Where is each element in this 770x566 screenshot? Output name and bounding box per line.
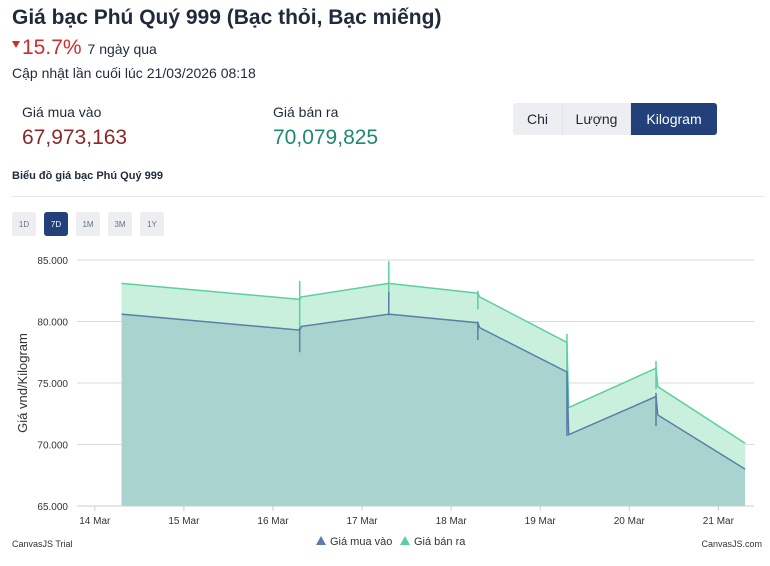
x-tick-label: 19 Mar <box>525 516 557 527</box>
range-button-1d[interactable]: 1D <box>12 212 36 236</box>
buy-price-block: Giá mua vào 67,973,163 <box>22 104 127 150</box>
x-tick-label: 18 Mar <box>436 516 468 527</box>
y-tick-label: 70.000 <box>37 441 68 452</box>
y-tick-label: 75.000 <box>37 379 68 390</box>
divider <box>12 196 764 197</box>
unit-tab-chi[interactable]: Chi <box>513 103 563 135</box>
x-tick-label: 14 Mar <box>79 516 111 527</box>
sell-price-block: Giá bán ra 70,079,825 <box>273 104 378 150</box>
x-tick-label: 16 Mar <box>257 516 289 527</box>
x-tick-label: 20 Mar <box>614 516 646 527</box>
range-button-1y[interactable]: 1Y <box>140 212 164 236</box>
range-button-3m[interactable]: 3M <box>108 212 132 236</box>
page-title: Giá bạc Phú Quý 999 (Bạc thỏi, Bạc miếng… <box>12 6 442 29</box>
legend-item-label: Giá mua vào <box>330 536 392 548</box>
change-row: 15.7% 7 ngày qua <box>12 36 157 60</box>
legend-marker-icon <box>400 536 410 545</box>
x-tick-label: 21 Mar <box>703 516 735 527</box>
sell-price-value: 70,079,825 <box>273 126 379 149</box>
chart-heading: Biểu đồ giá bạc Phú Quý 999 <box>12 170 163 182</box>
chart-legend: Giá mua vào Giá bán ra <box>316 536 466 548</box>
canvasjs-trial-label: CanvasJS Trial <box>12 539 73 549</box>
range-buttons: 1D 7D 1M 3M 1Y <box>12 212 172 236</box>
unit-tabs: Chi Lượng Kilogram <box>513 103 717 135</box>
last-updated-time: 21/03/2026 08:18 <box>146 65 256 81</box>
y-tick-label: 80.000 <box>37 318 68 329</box>
unit-tab-luong[interactable]: Lượng <box>563 103 631 135</box>
last-updated: Cập nhật lần cuối lúc 21/03/2026 08:18 <box>12 65 256 81</box>
range-button-7d[interactable]: 7D <box>44 212 68 236</box>
legend-marker-icon <box>316 536 326 545</box>
change-percent: 15.7% <box>22 36 82 59</box>
y-axis-title: Giá vnd/Kilogram <box>15 333 30 433</box>
legend-item-label: Giá bán ra <box>414 536 466 548</box>
sell-price-label: Giá bán ra <box>273 104 339 120</box>
y-tick-label: 65.000 <box>37 502 68 513</box>
chart-axes: 65.000 70.000 75.000 80.000 85.000 14 Mar 15 M… <box>15 256 754 527</box>
change-period: 7 ngày qua <box>87 41 157 57</box>
area-fill-buy <box>121 314 746 506</box>
chart-areas <box>121 261 746 506</box>
canvasjs-brand-label[interactable]: CanvasJS.com <box>701 539 762 549</box>
buy-price-label: Giá mua vào <box>22 104 102 120</box>
buy-price-value: 67,973,163 <box>22 126 128 149</box>
x-tick-label: 17 Mar <box>346 516 378 527</box>
x-tick-label: 15 Mar <box>168 516 200 527</box>
price-chart: 65.000 70.000 75.000 80.000 85.000 14 Mar 15 M… <box>12 256 762 549</box>
y-tick-label: 85.000 <box>37 256 68 267</box>
unit-tab-kilogram[interactable]: Kilogram <box>631 103 717 135</box>
down-triangle-icon <box>12 41 20 48</box>
last-updated-label: Cập nhật lần cuối lúc <box>12 65 143 81</box>
range-button-1m[interactable]: 1M <box>76 212 100 236</box>
